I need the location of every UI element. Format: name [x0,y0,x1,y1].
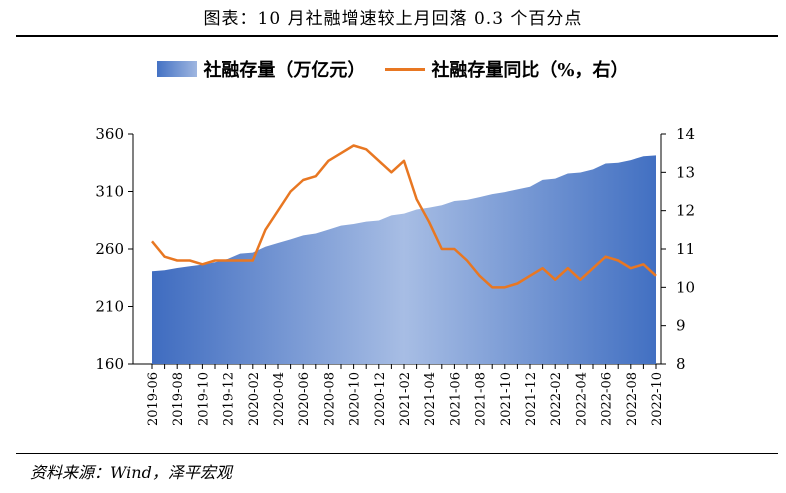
chart-legend: 社融存量（万亿元） 社融存量同比（%，右） [0,56,786,82]
x-tick-label: 2020-08 [322,372,337,426]
x-tick-label: 2020-06 [297,372,312,426]
x-tick-label: 2021-08 [474,372,489,426]
left-tick-label: 310 [95,183,124,201]
x-tick-label: 2020-12 [373,372,388,426]
x-tick-label: 2021-02 [398,372,413,426]
right-tick-label: 13 [676,163,695,181]
footer-divider [16,453,778,454]
x-tick-label: 2020-02 [247,372,262,426]
right-tick-label: 10 [676,278,695,296]
right-tick-label: 14 [676,125,695,143]
legend-item-area: 社融存量（万亿元） [157,56,365,82]
right-tick-label: 8 [676,355,686,373]
right-tick-label: 9 [676,317,686,335]
legend-line-label: 社融存量同比（%，右） [431,60,629,81]
x-tick-label: 2022-08 [625,372,640,426]
right-tick-label: 12 [676,202,695,220]
x-tick-label: 2020-10 [348,372,363,426]
tick-labels-group: 160 210 260 310 360 8 9 10 11 12 13 14 2019-06 2019-0… [95,125,695,426]
x-tick-label: 2019-12 [222,372,237,426]
x-tick-label: 2021-04 [423,372,438,426]
legend-area-label: 社融存量（万亿元） [203,60,366,81]
left-tick-label: 210 [95,298,124,316]
x-tick-label: 2021-06 [448,372,463,426]
legend-item-line: 社融存量同比（%，右） [385,56,629,82]
source-note: 资料来源：Wind，泽平宏观 [30,463,232,482]
left-tick-label: 260 [95,240,124,258]
right-tick-label: 11 [676,240,695,258]
legend-area-swatch [157,61,198,77]
series-group [151,144,657,364]
chart-title: 图表：10 月社融增速较上月回落 0.3 个百分点 [203,9,583,29]
x-tick-label: 2022-02 [549,372,564,426]
x-tick-label: 2022-04 [574,372,589,426]
line-series-yoy [151,144,657,289]
left-tick-label: 360 [95,125,124,143]
legend-line-swatch [385,67,426,71]
x-tick-label: 2022-10 [650,372,665,426]
x-tick-label: 2019-08 [171,372,186,426]
x-tick-label: 2020-04 [272,372,287,426]
title-divider [16,35,778,37]
x-tick-label: 2019-10 [196,372,211,426]
left-tick-label: 160 [95,355,124,373]
area-series-stock [152,155,656,364]
x-tick-label: 2022-06 [600,372,615,426]
x-tick-label: 2021-10 [499,372,514,426]
x-tick-label: 2019-06 [146,372,161,426]
x-tick-label: 2021-12 [524,372,539,426]
